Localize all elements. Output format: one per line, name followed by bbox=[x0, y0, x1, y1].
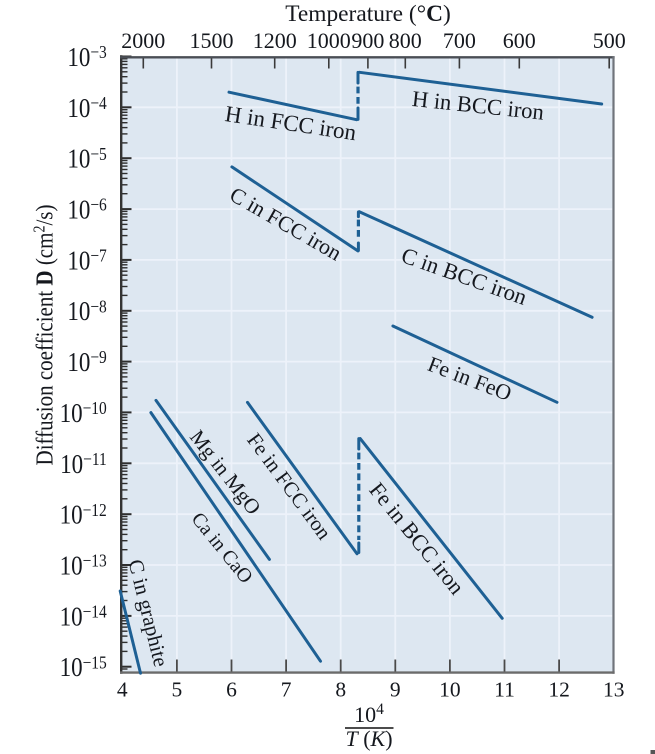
svg-text:10−4: 10−4 bbox=[67, 93, 107, 124]
svg-text:500: 500 bbox=[593, 28, 626, 53]
svg-text:10−8: 10−8 bbox=[67, 296, 106, 327]
svg-text:10−13: 10−13 bbox=[60, 550, 107, 581]
svg-text:9: 9 bbox=[390, 678, 401, 702]
svg-text:Temperature (°C): Temperature (°C) bbox=[285, 1, 451, 27]
svg-text:10−15: 10−15 bbox=[60, 652, 107, 683]
svg-text:10−6: 10−6 bbox=[67, 195, 106, 226]
svg-text:10−10: 10−10 bbox=[60, 398, 107, 429]
svg-text:1200: 1200 bbox=[253, 28, 297, 53]
svg-text:600: 600 bbox=[503, 28, 536, 53]
svg-text:10−7: 10−7 bbox=[67, 245, 106, 276]
svg-text:900: 900 bbox=[351, 28, 384, 53]
svg-text:10−11: 10−11 bbox=[60, 449, 107, 480]
svg-text:4: 4 bbox=[117, 678, 128, 702]
svg-text:1000: 1000 bbox=[307, 28, 351, 53]
svg-text:13: 13 bbox=[603, 678, 625, 702]
svg-text:8: 8 bbox=[335, 678, 346, 702]
svg-text:10: 10 bbox=[439, 678, 461, 702]
svg-text:10−5: 10−5 bbox=[67, 144, 106, 175]
svg-text:700: 700 bbox=[443, 28, 476, 53]
svg-text:800: 800 bbox=[389, 28, 422, 53]
svg-text:5: 5 bbox=[172, 678, 183, 702]
svg-text:10−9: 10−9 bbox=[67, 347, 106, 378]
svg-text:10−14: 10−14 bbox=[60, 601, 108, 632]
svg-text:1500: 1500 bbox=[190, 28, 234, 53]
svg-text:6: 6 bbox=[226, 678, 237, 702]
svg-text:11: 11 bbox=[494, 678, 515, 702]
svg-text:12: 12 bbox=[548, 678, 570, 702]
svg-text:10−12: 10−12 bbox=[60, 500, 107, 531]
svg-text:7: 7 bbox=[281, 678, 292, 702]
svg-text:104: 104 bbox=[354, 701, 384, 727]
svg-text:2000: 2000 bbox=[121, 28, 165, 53]
svg-text:10−3: 10−3 bbox=[67, 42, 106, 73]
svg-text:T (K): T (K) bbox=[345, 726, 392, 751]
svg-text:Diffusion coefficient D (cm2/s: Diffusion coefficient D (cm2/s) bbox=[30, 205, 58, 466]
